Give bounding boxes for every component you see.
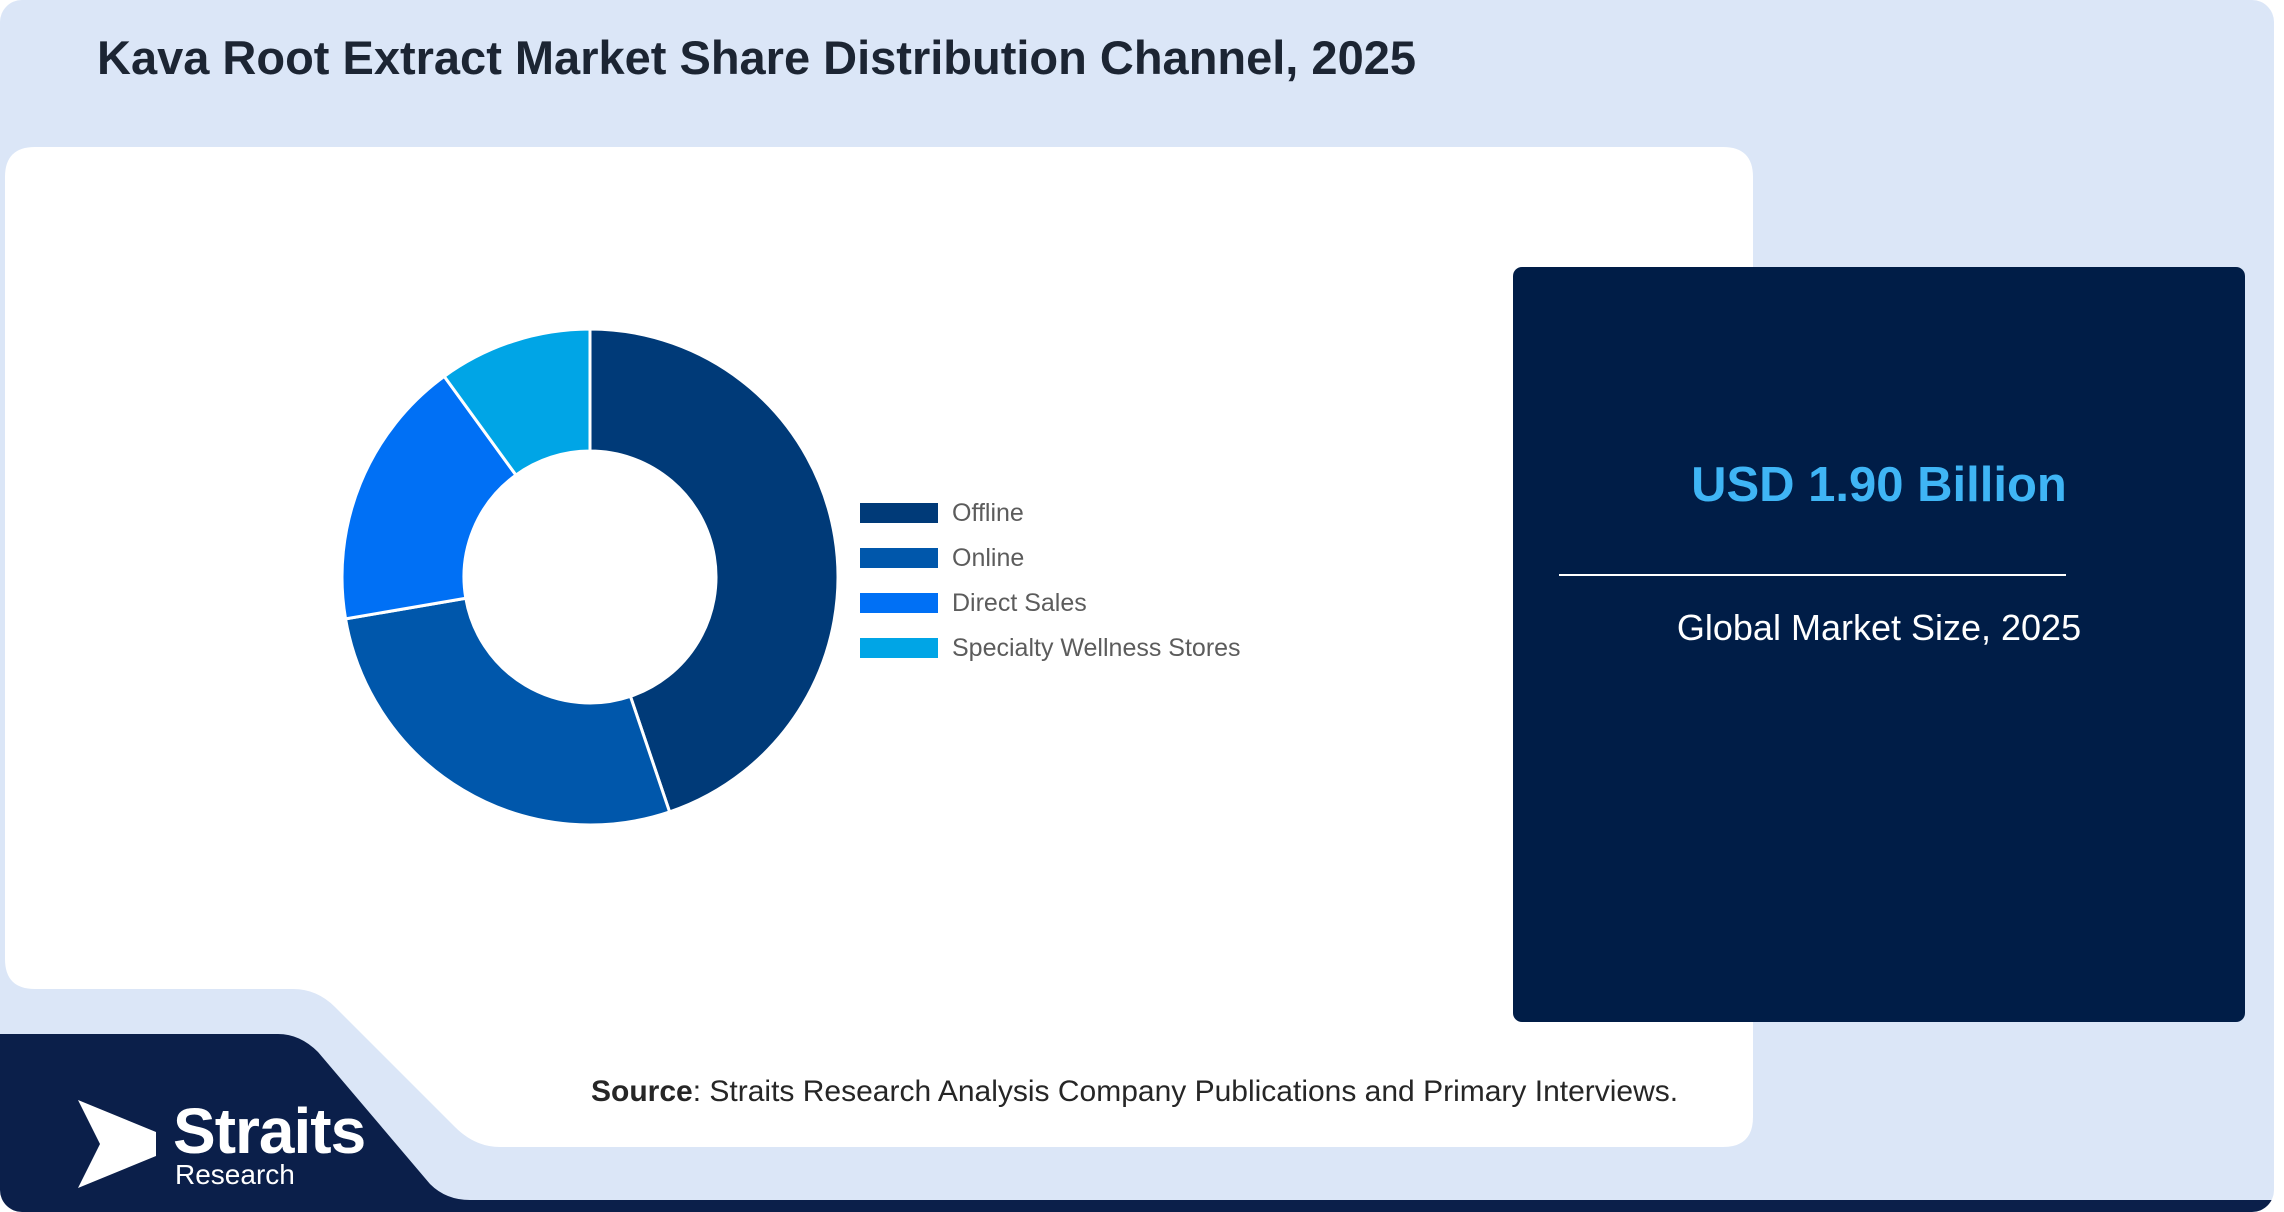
source-note: Source: Straits Research Analysis Compan… [591,1075,1678,1109]
donut-slice-online [343,596,672,827]
divider [1559,574,2066,576]
legend-label: Online [952,544,1025,572]
legend-label: Offline [952,499,1024,527]
page-title: Kava Root Extract Market Share Distribut… [97,31,1416,84]
legend-swatch [860,593,938,613]
donut-slice-specialty-wellness-stores [442,327,592,478]
straits-logo: Straits Research [78,1096,398,1200]
legend-swatch [860,548,938,568]
legend-label: Direct Sales [952,589,1087,617]
logo-sub: Research [175,1159,295,1190]
donut-slice-direct-sales [340,374,519,621]
market-size-value: USD 1.90 Billion [1691,458,2067,512]
arrow-logo-icon [78,1100,156,1188]
logo-name: Straits [173,1095,366,1167]
donut-chart [340,327,840,827]
market-size-label: Global Market Size, 2025 [1676,607,2082,648]
source-text: : Straits Research Analysis Company Publ… [692,1075,1679,1108]
market-size-card: USD 1.90 Billion Global Market Size, 202… [1513,267,2245,1022]
bottom-band [0,1034,2274,1212]
legend-swatch [860,638,938,658]
legend-swatch [860,503,938,523]
donut-slice-offline [588,327,840,814]
legend-label: Specialty Wellness Stores [952,634,1241,662]
source-key: Source [591,1075,693,1108]
